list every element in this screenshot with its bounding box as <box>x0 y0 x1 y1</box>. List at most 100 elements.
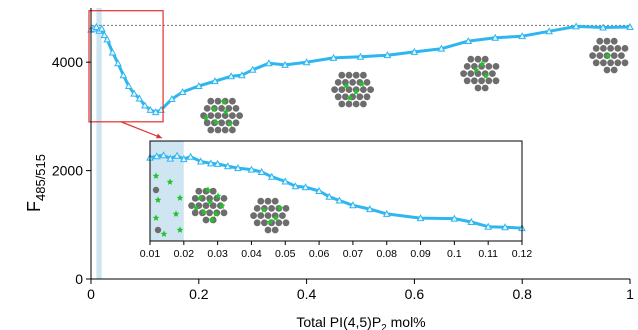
inset-data-point <box>186 152 195 160</box>
lipid-dot <box>349 79 356 86</box>
lipid-dot <box>152 186 160 194</box>
inset-data-point <box>365 205 374 213</box>
lipid-dot <box>614 45 622 52</box>
pip2-star <box>218 202 226 209</box>
lipid-dot <box>600 45 607 52</box>
lipid-dot <box>214 97 222 105</box>
inset-x-tick-label: 0.03 <box>207 248 228 260</box>
inset-data-point <box>291 182 300 190</box>
pip2-star <box>478 60 486 67</box>
lipid-dot <box>264 212 272 220</box>
pip2-star <box>176 194 184 201</box>
lipid-dot <box>195 187 203 195</box>
lipid-dot <box>334 93 342 101</box>
lipid-dot <box>207 112 215 119</box>
lipid-dot <box>492 77 500 85</box>
lipid-dot <box>282 219 290 227</box>
pip2-star <box>352 88 360 95</box>
inset-x-tick-label: 0.11 <box>478 248 498 260</box>
lipid-dot <box>481 84 489 92</box>
lipid-dot <box>467 70 475 77</box>
zoom-arrowhead <box>156 133 162 139</box>
pip2-star <box>176 226 184 233</box>
lipid-dot <box>342 93 349 101</box>
inset-ticks <box>149 241 523 245</box>
data-point <box>227 72 235 80</box>
inset-x-tick-label: 0.07 <box>343 248 364 260</box>
lipid-dot <box>220 209 228 217</box>
lipid-dot <box>225 105 233 112</box>
lipid-dot <box>268 205 275 212</box>
x-tick-label: 0 <box>87 286 95 302</box>
vesicle-1 <box>331 71 374 108</box>
lipid-dot <box>232 105 240 112</box>
inset-data-point <box>234 164 242 172</box>
inset-data-point <box>335 196 344 204</box>
inset-data-point <box>159 151 168 159</box>
data-point <box>124 82 133 90</box>
lipid-dot <box>257 197 265 205</box>
main-y-tick-labels: 0 2000 4000 <box>52 54 83 287</box>
lipid-dot <box>203 105 211 112</box>
pip2-star <box>212 118 220 125</box>
inset-x-tick-label: 0.09 <box>410 248 431 260</box>
data-point <box>599 23 607 31</box>
lipid-dot <box>275 219 283 227</box>
pip2-star <box>472 66 480 73</box>
vesicle-2 <box>460 55 500 92</box>
lipid-dot <box>607 59 614 67</box>
lipid-dot <box>471 77 478 85</box>
lipid-dot <box>218 105 226 112</box>
lipid-dot <box>250 212 257 220</box>
inset-data-point <box>179 155 188 163</box>
inset-data-point <box>315 186 323 194</box>
data-point <box>108 48 117 56</box>
pip2-star <box>266 218 274 225</box>
data-point <box>329 53 338 61</box>
lipid-dot <box>191 209 199 217</box>
data-point <box>135 94 144 102</box>
pip2-star <box>272 214 280 221</box>
pip2-star <box>604 52 612 59</box>
lipid-dot <box>363 79 371 86</box>
lipid-dot <box>610 52 618 59</box>
lipid-dot <box>467 55 475 63</box>
y-tick-label: 2000 <box>52 163 83 179</box>
lipid-dot <box>271 226 279 234</box>
zoom-arrow <box>120 121 163 139</box>
lipid-dot <box>345 71 353 79</box>
pip2-star <box>202 114 210 121</box>
inset-data-point <box>467 217 476 225</box>
inset-data-point <box>450 214 459 222</box>
pip2-star <box>208 216 216 223</box>
data-point <box>491 33 500 41</box>
inset-data-point <box>223 162 232 170</box>
inset-x-tick-label: 0.02 <box>174 248 195 260</box>
lipid-dot <box>207 97 215 105</box>
lipid-dot <box>592 59 600 67</box>
inset-x-tick-label: 0.08 <box>377 248 398 260</box>
lipid-dot <box>610 66 618 74</box>
lipid-dot <box>603 37 611 45</box>
lipid-dot <box>264 197 272 205</box>
inset-data-point <box>484 222 493 230</box>
data-point <box>626 22 634 30</box>
lipid-dot <box>618 52 625 59</box>
inset-x-tick-label: 0.1 <box>447 248 462 260</box>
pip2-star <box>222 108 230 115</box>
inset-data-point <box>416 214 425 222</box>
data-point <box>545 27 553 35</box>
lipid-dot <box>589 52 596 59</box>
data-point <box>518 32 527 40</box>
lipid-dot <box>264 226 272 234</box>
inset-data-point <box>213 159 222 167</box>
vesicle-3 <box>589 37 629 74</box>
pip2-star <box>206 198 214 205</box>
inset-data-point <box>349 201 357 209</box>
main-axes <box>86 8 631 284</box>
pip2-star <box>260 206 268 213</box>
lipid-dot <box>207 126 215 134</box>
lipid-dot <box>621 59 629 67</box>
inset-x-tick-label: 0.04 <box>241 248 262 260</box>
data-point <box>103 35 112 43</box>
